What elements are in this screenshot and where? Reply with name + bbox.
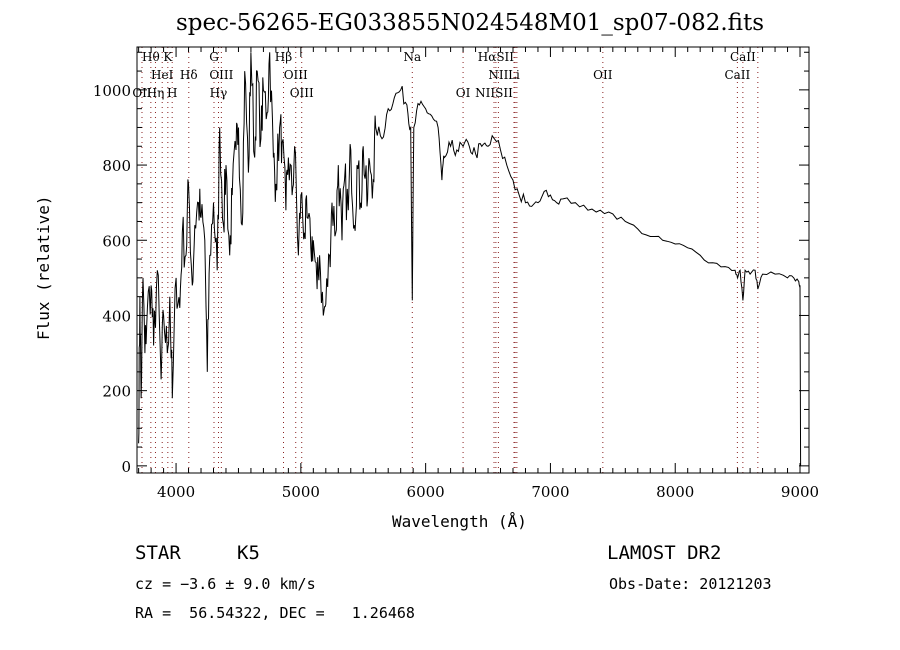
- y-tick-label: 800: [102, 157, 131, 175]
- line-label: Li: [508, 68, 520, 82]
- line-label: OIII: [284, 68, 308, 82]
- line-label: NII: [488, 68, 508, 82]
- line-label: CaII: [724, 68, 750, 82]
- line-label: G: [209, 50, 219, 64]
- x-tick-label: 8000: [656, 483, 694, 501]
- line-label: OI: [456, 86, 471, 100]
- line-label: H: [167, 86, 177, 100]
- chart-title: spec-56265-EG033855N024548M01_sp07-082.f…: [175, 10, 765, 36]
- line-label: Na: [403, 50, 421, 64]
- line-label: OIII: [209, 68, 233, 82]
- survey-name: LAMOST DR2: [607, 542, 722, 564]
- line-label: Hβ: [275, 50, 292, 64]
- x-tick-label: 6000: [407, 483, 445, 501]
- y-tick-label: 0: [121, 458, 131, 476]
- subclass: K5: [237, 542, 260, 564]
- redshift-cz: cz = −3.6 ± 9.0 km/s: [135, 575, 316, 593]
- obs-date: Obs-Date: 20121203: [609, 575, 772, 593]
- line-label: Hη: [147, 86, 165, 100]
- y-tick-label: 200: [102, 383, 131, 401]
- x-tick-label: 4000: [157, 483, 195, 501]
- object-class: STAR: [135, 542, 181, 564]
- y-tick-label: 400: [102, 307, 131, 325]
- ra-dec: RA = 56.54322, DEC = 1.26468: [135, 604, 415, 622]
- y-tick-label: 600: [102, 232, 131, 250]
- line-label: Hγ: [210, 86, 228, 100]
- x-tick-label: 9000: [781, 483, 819, 501]
- line-label: Hθ: [142, 50, 160, 64]
- line-label: OII: [593, 68, 613, 82]
- y-tick-label: 1000: [93, 82, 131, 100]
- line-label: K: [163, 50, 173, 64]
- x-tick-label: 7000: [531, 483, 569, 501]
- y-axis-label: Flux (relative): [34, 195, 53, 341]
- line-label: Hδ: [180, 68, 198, 82]
- x-axis-label: Wavelength (Å): [392, 512, 527, 531]
- x-tick-label: 5000: [282, 483, 320, 501]
- line-label: HαSII: [478, 50, 515, 64]
- line-label: NIISII: [475, 86, 513, 100]
- spectrum-line: [138, 52, 802, 466]
- line-label: HeI: [151, 68, 174, 82]
- line-label: CaII: [730, 50, 756, 64]
- line-label: OIII: [290, 86, 314, 100]
- plot-frame: [136, 46, 810, 474]
